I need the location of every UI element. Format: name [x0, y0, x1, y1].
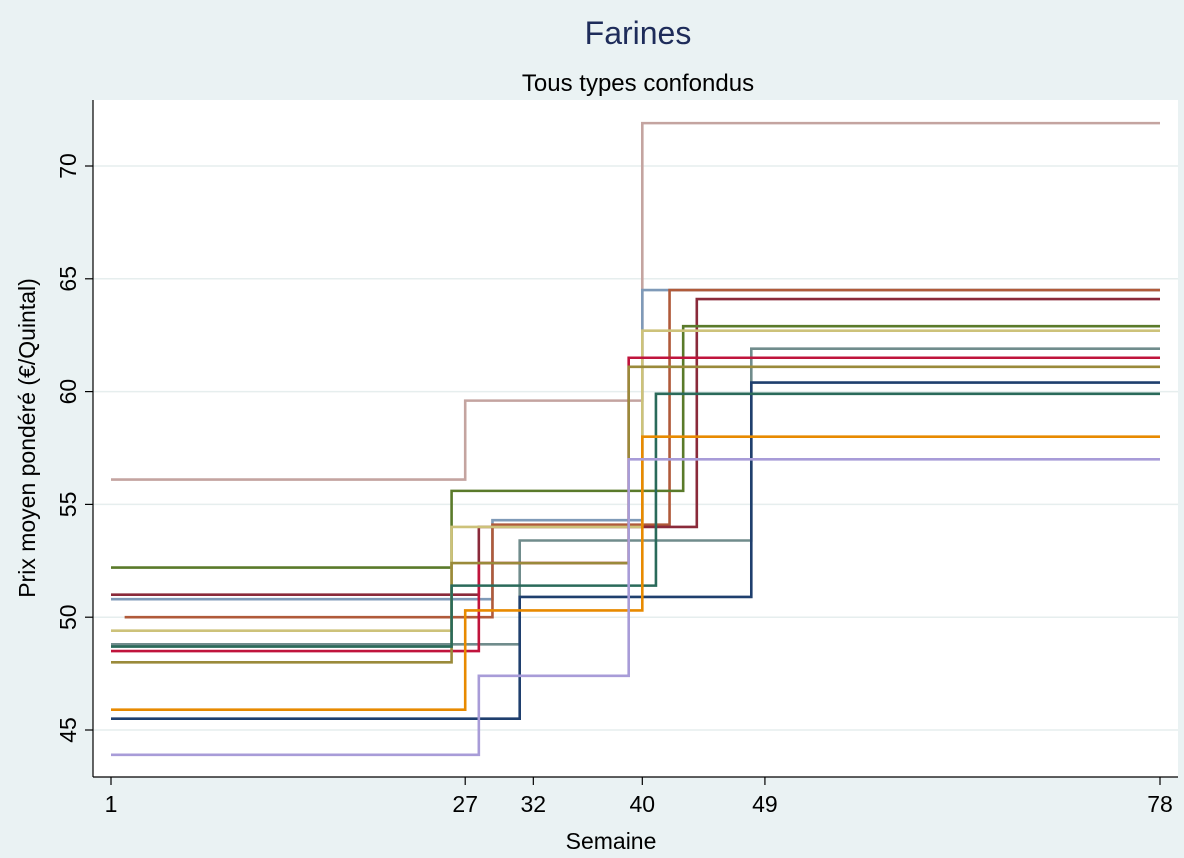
y-axis-label: Prix moyen pondéré (€/Quintal) — [14, 278, 40, 598]
x-tick-label: 32 — [521, 791, 547, 817]
x-tick-label: 27 — [452, 791, 478, 817]
series-line-9 — [111, 365, 1160, 664]
ticks-layer: 45 50 55 60 65 70 1 27 32 40 49 78 — [55, 153, 1173, 817]
y-tick-label: 55 — [55, 492, 81, 518]
series-line-5 — [111, 324, 1160, 569]
y-tick-label: 65 — [55, 266, 81, 292]
y-tick-label: 45 — [55, 717, 81, 743]
series-layer — [111, 121, 1160, 757]
x-tick-label: 1 — [105, 791, 118, 817]
x-tick-label: 78 — [1147, 791, 1173, 817]
series-line-13 — [111, 457, 1160, 757]
series-line-1 — [111, 121, 1160, 481]
y-tick-label: 60 — [55, 379, 81, 405]
series-line-12 — [111, 435, 1160, 711]
chart-subtitle: Tous types confondus — [522, 70, 754, 97]
series-line-10 — [111, 381, 1160, 721]
x-tick-label: 40 — [630, 791, 656, 817]
x-axis-label: Semaine — [566, 828, 657, 854]
series-line-11 — [111, 392, 1160, 648]
plot-area — [93, 100, 1178, 777]
series-line-6 — [111, 329, 1160, 633]
y-tick-label: 70 — [55, 153, 81, 179]
series-line-3 — [124, 288, 1160, 619]
y-tick-label: 50 — [55, 604, 81, 630]
chart-title: Farines — [585, 15, 692, 51]
x-tick-label: 49 — [752, 791, 778, 817]
